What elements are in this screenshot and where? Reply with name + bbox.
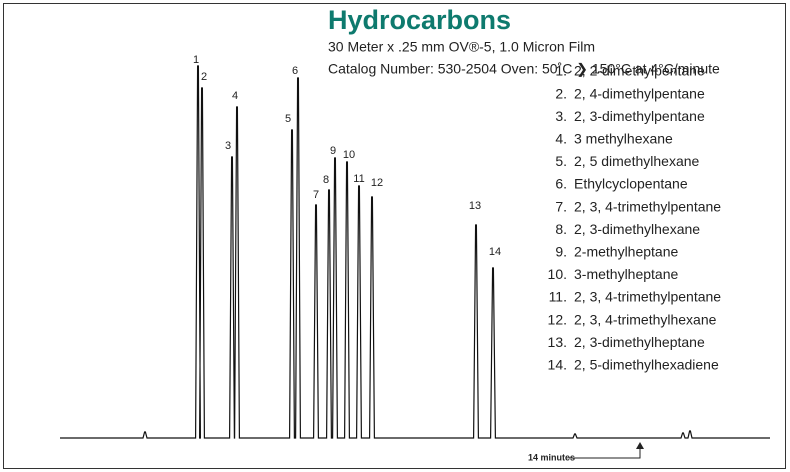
- compound-number: 6.: [555, 176, 567, 192]
- compound-name: 2, 5 dimethylhexane: [574, 153, 700, 169]
- peak-label: 3: [225, 140, 231, 152]
- frame: [3, 3, 786, 469]
- compound-name: 2, 5-dimethylhexadiene: [574, 357, 719, 373]
- compound-name: 2, 2-dimethylpentane: [574, 63, 705, 79]
- compound-name: Ethylcyclopentane: [574, 176, 688, 192]
- peak-label: 13: [469, 200, 481, 212]
- peak-label: 11: [353, 173, 364, 185]
- compound-number: 4.: [555, 131, 567, 147]
- peak-label: 4: [232, 90, 238, 102]
- peak-label: 6: [292, 65, 298, 77]
- compound-number: 9.: [555, 244, 567, 260]
- compound-number: 11.: [549, 289, 567, 305]
- compound-number: 10.: [548, 266, 567, 282]
- time-arrowhead: [636, 442, 644, 449]
- peak-label: 8: [323, 174, 329, 186]
- subtitle: 30 Meter x .25 mm OV®-5, 1.0 Micron Film: [328, 39, 595, 55]
- compound-number: 2.: [555, 85, 567, 101]
- compound-name: 3 methylhexane: [574, 131, 673, 147]
- compound-name: 2, 3, 4-trimethylpentane: [574, 289, 721, 305]
- peak-label: 10: [343, 149, 355, 161]
- compound-number: 12.: [548, 311, 567, 327]
- peak-label: 12: [371, 177, 383, 189]
- compound-number: 1.: [555, 63, 567, 79]
- subtitle: Catalog Number: 530-2504 Oven: 50˚C ❯ 15…: [328, 61, 720, 78]
- trace: [60, 65, 770, 439]
- compound-number: 14.: [548, 357, 567, 373]
- compound-name: 2, 3-dimethylheptane: [574, 334, 705, 350]
- compound-number: 3.: [555, 108, 567, 124]
- compound-number: 7.: [555, 198, 567, 214]
- compound-name: 2, 3, 4-trimethylhexane: [574, 311, 717, 327]
- peak-label: 2: [201, 71, 207, 83]
- compound-name: 3-methylheptane: [574, 266, 679, 282]
- compound-name: 2, 4-dimethylpentane: [574, 85, 705, 101]
- peak-label: 5: [285, 113, 291, 125]
- time-label: 14 minutes: [528, 452, 575, 462]
- peak-label: 9: [330, 145, 336, 157]
- compound-number: 8.: [555, 221, 567, 237]
- compound-name: 2, 3-dimethylhexane: [574, 221, 700, 237]
- compound-number: 13.: [548, 334, 567, 350]
- peak-label: 1: [193, 54, 199, 66]
- time-arrow: [569, 447, 641, 459]
- peak-label: 14: [489, 246, 501, 258]
- title: Hydrocarbons: [328, 5, 511, 35]
- compound-name: 2-methylheptane: [574, 244, 679, 260]
- compound-number: 5.: [555, 153, 567, 169]
- compound-name: 2, 3, 4-trimethylpentane: [574, 198, 721, 214]
- peak-label: 7: [313, 189, 319, 201]
- compound-name: 2, 3-dimethylpentane: [574, 108, 705, 124]
